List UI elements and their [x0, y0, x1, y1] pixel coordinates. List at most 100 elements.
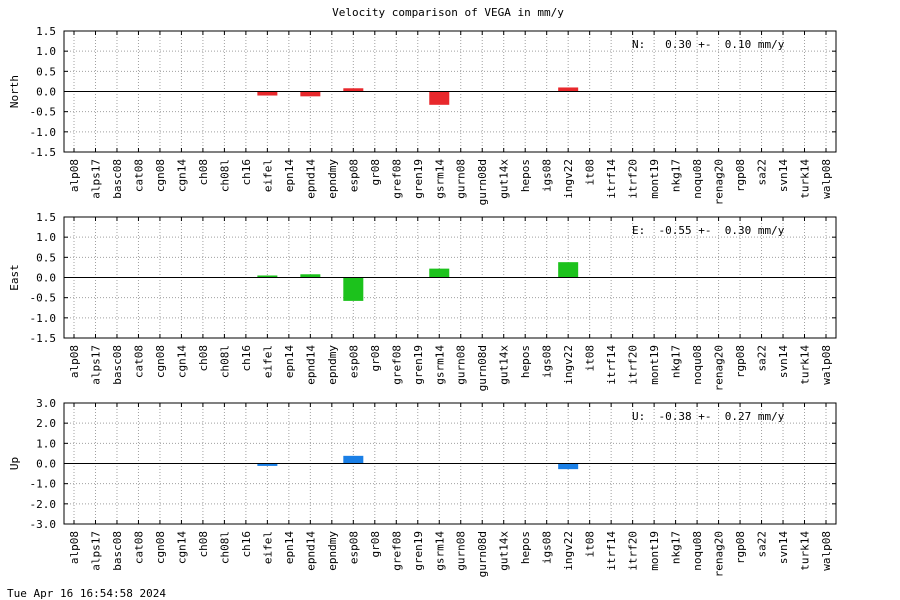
- x-tick-label-it08: it08: [584, 159, 597, 186]
- x-tick-label-hepos: hepos: [519, 159, 532, 192]
- x-tick-label-itrf20: itrf20: [627, 531, 640, 571]
- x-tick-label-svn14: svn14: [777, 159, 790, 192]
- x-tick-label-ch08: ch08: [197, 159, 210, 186]
- x-tick-label-alp08: alp08: [68, 531, 81, 564]
- x-tick-label-nkg17: nkg17: [670, 345, 683, 378]
- x-tick-label-gr08: gr08: [369, 159, 382, 186]
- y-tick-label: 0.0: [36, 272, 56, 285]
- x-tick-label-nkg17: nkg17: [670, 159, 683, 192]
- x-tick-label-itrf14: itrf14: [605, 159, 618, 199]
- x-tick-label-noqu08: noqu08: [691, 159, 704, 199]
- x-tick-label-gren19: gren19: [412, 531, 425, 571]
- x-tick-label-gren19: gren19: [412, 159, 425, 199]
- y-tick-label: 1.5: [36, 25, 56, 38]
- x-tick-label-cgn14: cgn14: [175, 159, 188, 192]
- x-tick-label-gurn08d: gurn08d: [476, 159, 489, 205]
- x-tick-label-noqu08: noqu08: [691, 345, 704, 385]
- x-tick-label-ch08: ch08: [197, 345, 210, 372]
- x-tick-label-renag20: renag20: [713, 159, 726, 205]
- x-tick-label-nkg17: nkg17: [670, 531, 683, 564]
- x-tick-label-walp08: walp08: [820, 159, 833, 199]
- x-tick-label-cgn08: cgn08: [154, 159, 167, 192]
- y-tick-label: 3.0: [36, 397, 56, 410]
- chart-panels: -1.5 -1.0 -0.5 0.0 0.5 1.0 1.5 alp08 alps17 basc0…: [8, 25, 837, 577]
- stats-annotation: E: -0.55 +- 0.30 mm/y: [632, 224, 785, 237]
- x-tick-label-gurn08d: gurn08d: [476, 345, 489, 391]
- y-tick-label: 1.0: [36, 45, 56, 58]
- y-tick-label: -2.0: [30, 498, 57, 511]
- x-tick-label-gref08: gref08: [390, 159, 403, 199]
- timestamp: Tue Apr 16 16:54:58 2024: [7, 587, 166, 600]
- y-tick-label: -1.5: [30, 332, 57, 345]
- x-tick-label-gut14x: gut14x: [498, 345, 511, 385]
- x-tick-label-igs08: igs08: [541, 159, 554, 192]
- x-tick-label-svn14: svn14: [777, 531, 790, 564]
- panel-north: -1.5 -1.0 -0.5 0.0 0.5 1.0 1.5 alp08 alps17 basc0…: [8, 25, 837, 205]
- x-tick-label-noqu08: noqu08: [691, 531, 704, 571]
- x-tick-label-itrf20: itrf20: [627, 345, 640, 385]
- x-tick-label-ch16: ch16: [240, 159, 253, 186]
- x-tick-label-gut14x: gut14x: [498, 159, 511, 199]
- x-tick-label-epn14: epn14: [283, 345, 296, 378]
- x-tick-label-mont19: mont19: [648, 531, 661, 571]
- y-tick-label: 0.0: [36, 86, 56, 99]
- x-tick-label-it08: it08: [584, 531, 597, 558]
- y-tick-label: -1.0: [30, 312, 57, 325]
- bar-ingv22-north: [558, 87, 579, 92]
- y-tick-label: -0.5: [30, 106, 57, 119]
- x-tick-label-gr08: gr08: [369, 531, 382, 558]
- x-tick-label-gref08: gref08: [390, 531, 403, 571]
- x-tick-label-alps17: alps17: [89, 345, 102, 385]
- x-tick-label-it08: it08: [584, 345, 597, 372]
- x-tick-label-walp08: walp08: [820, 345, 833, 385]
- bar-ingv22-east: [558, 262, 579, 278]
- x-tick-label-renag20: renag20: [713, 345, 726, 391]
- plot-frame: [63, 216, 837, 339]
- x-tick-label-ch16: ch16: [240, 531, 253, 558]
- panel-up: -3.0 -2.0 -1.0 0.0 1.0 2.0 3.0 alp08 alps17 basc0…: [8, 397, 837, 577]
- x-tick-label-alp08: alp08: [68, 345, 81, 378]
- x-tick-label-basc08: basc08: [111, 159, 124, 199]
- x-tick-label-epndmy: epndmy: [326, 345, 339, 385]
- x-tick-label-ch08l: ch08l: [218, 159, 231, 192]
- bar-gsrm14-east: [429, 268, 450, 278]
- x-tick-label-igs08: igs08: [541, 531, 554, 564]
- y-tick-label: -1.0: [30, 126, 57, 139]
- x-tick-label-hepos: hepos: [519, 345, 532, 378]
- x-tick-label-epnd14: epnd14: [304, 531, 317, 571]
- x-tick-label-esp08: esp08: [347, 531, 360, 564]
- x-tick-label-ch08l: ch08l: [218, 345, 231, 378]
- x-tick-label-alps17: alps17: [89, 531, 102, 571]
- bar-epnd14-north: [300, 91, 321, 97]
- bar-eifel-north: [257, 91, 278, 96]
- x-tick-label-gurn08: gurn08: [455, 345, 468, 385]
- x-tick-label-eifel: eifel: [261, 345, 274, 378]
- x-tick-label-cgn08: cgn08: [154, 531, 167, 564]
- x-tick-label-turk14: turk14: [799, 531, 812, 571]
- x-tick-label-gsrm14: gsrm14: [433, 345, 446, 385]
- x-tick-label-hepos: hepos: [519, 531, 532, 564]
- y-tick-label: -0.5: [30, 292, 57, 305]
- x-tick-label-cat08: cat08: [132, 345, 145, 378]
- x-tick-label-eifel: eifel: [261, 159, 274, 192]
- x-tick-label-alps17: alps17: [89, 159, 102, 199]
- x-tick-label-cat08: cat08: [132, 159, 145, 192]
- x-tick-label-ingv22: ingv22: [562, 159, 575, 199]
- x-tick-label-rgp08: rgp08: [734, 531, 747, 564]
- x-tick-label-ch08: ch08: [197, 531, 210, 558]
- x-tick-label-turk14: turk14: [799, 159, 812, 199]
- x-tick-label-renag20: renag20: [713, 531, 726, 577]
- y-tick-label: 0.0: [36, 458, 56, 471]
- y-tick-label: 1.0: [36, 231, 56, 244]
- plot-frame: [63, 402, 837, 525]
- x-tick-label-mont19: mont19: [648, 345, 661, 385]
- x-tick-label-basc08: basc08: [111, 345, 124, 385]
- bar-ingv22-up: [558, 463, 579, 470]
- x-tick-label-gurn08: gurn08: [455, 159, 468, 199]
- bar-esp08-up: [343, 455, 364, 464]
- x-tick-label-turk14: turk14: [799, 345, 812, 385]
- x-tick-label-rgp08: rgp08: [734, 159, 747, 192]
- x-tick-label-mont19: mont19: [648, 159, 661, 199]
- x-tick-label-gsrm14: gsrm14: [433, 159, 446, 199]
- x-tick-label-epnd14: epnd14: [304, 159, 317, 199]
